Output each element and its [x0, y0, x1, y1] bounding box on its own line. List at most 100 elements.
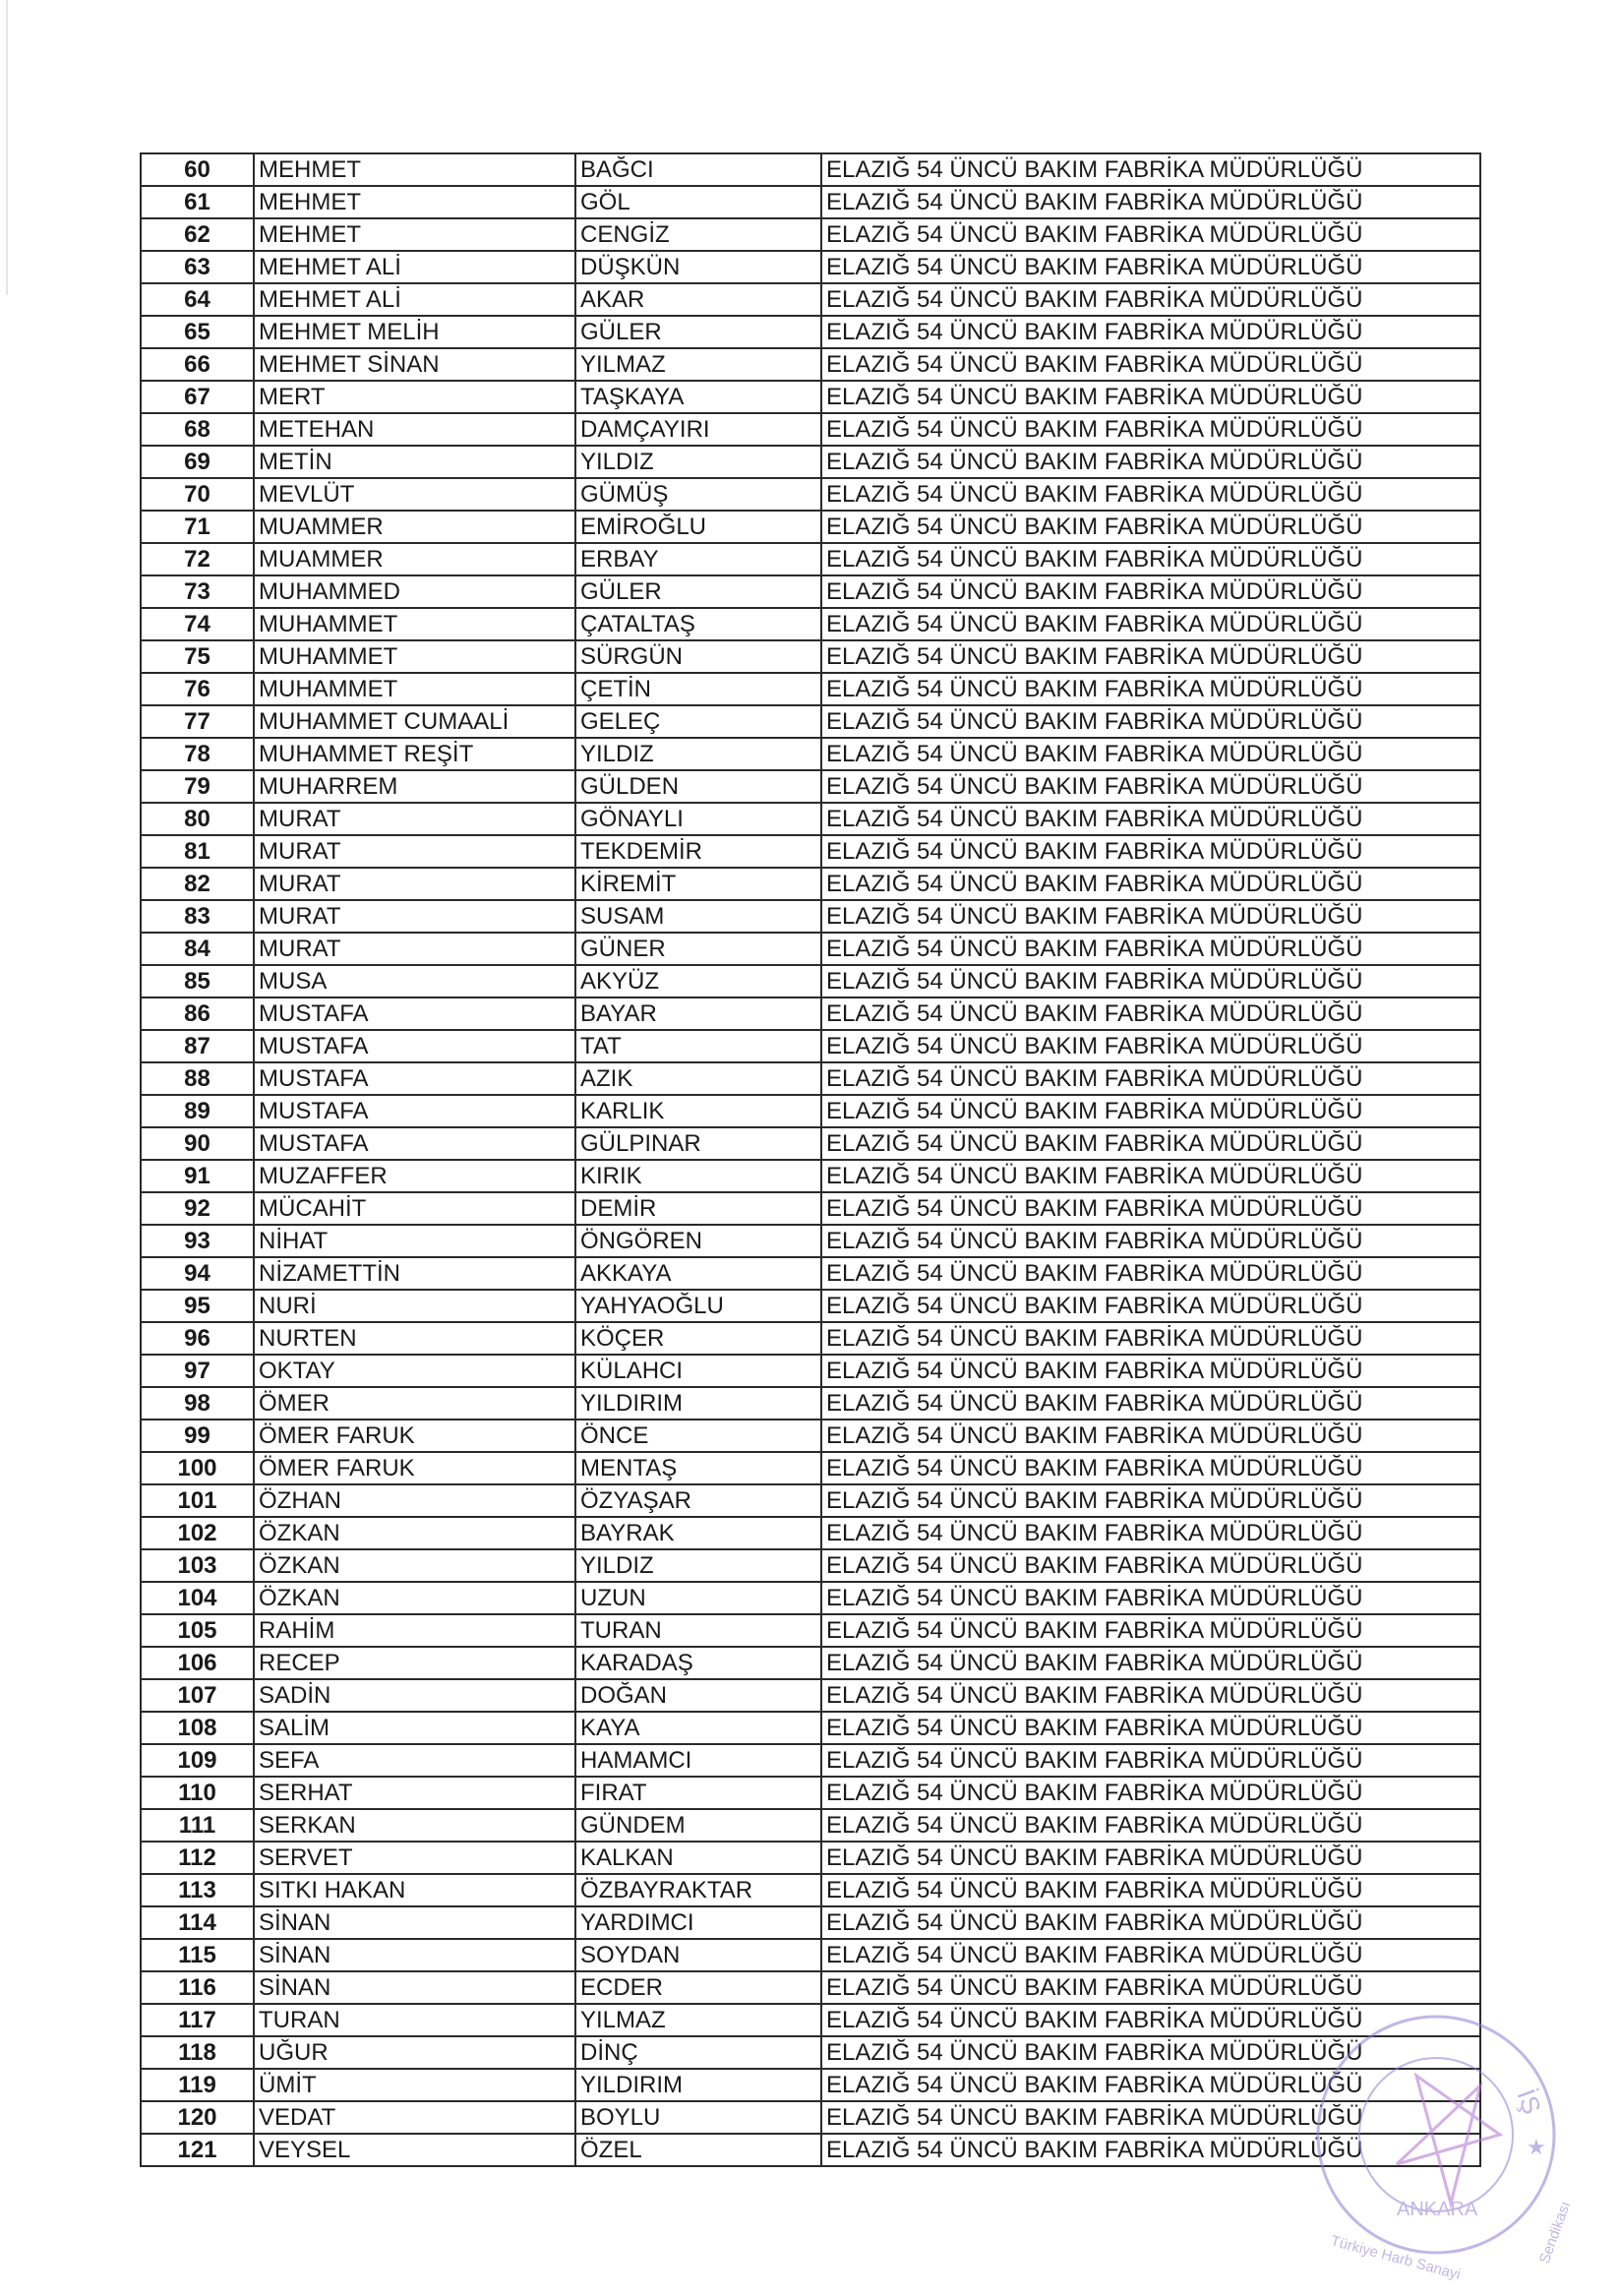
table-row: 81 MURAT TEKDEMİR ELAZIĞ 54 ÜNCÜ BAKIM FABR… — [140, 834, 1481, 869]
table-row: 78 MUHAMMET REŞİT YILDIZ ELAZIĞ 54 ÜNCÜ BAK… — [140, 737, 1481, 771]
row-number: 61 — [140, 185, 255, 219]
unit-cell: ELAZIĞ 54 ÜNCÜ BAKIM FABRİKA MÜDÜRLÜĞÜ — [820, 1386, 1481, 1420]
unit-cell: ELAZIĞ 54 ÜNCÜ BAKIM FABRİKA MÜDÜRLÜĞÜ — [820, 899, 1481, 934]
first-name-cell: MEHMET — [253, 185, 576, 219]
row-number: 106 — [140, 1646, 255, 1680]
unit-cell: ELAZIĞ 54 ÜNCÜ BAKIM FABRİKA MÜDÜRLÜĞÜ — [820, 347, 1481, 382]
scan-edge-artifact — [6, 0, 8, 295]
table-row: 121 VEYSEL ÖZEL ELAZIĞ 54 ÜNCÜ BAKIM FABRİK… — [140, 2133, 1481, 2167]
row-number: 77 — [140, 704, 255, 739]
stamp-center-text: ANKARA — [1397, 2199, 1478, 2220]
table-row: 95 NURİ YAHYAOĞLU ELAZIĞ 54 ÜNCÜ BAKIM FABR… — [140, 1289, 1481, 1323]
last-name-cell: KAYA — [574, 1711, 822, 1745]
last-name-cell: YAHYAOĞLU — [574, 1289, 822, 1323]
row-number: 94 — [140, 1256, 255, 1291]
table-row: 77 MUHAMMET CUMAALİ GELEÇ ELAZIĞ 54 ÜNCÜ BA… — [140, 704, 1481, 739]
row-number: 73 — [140, 574, 255, 609]
last-name-cell: YARDIMCI — [574, 1905, 822, 1940]
unit-cell: ELAZIĞ 54 ÜNCÜ BAKIM FABRİKA MÜDÜRLÜĞÜ — [820, 1613, 1481, 1648]
first-name-cell: SİNAN — [253, 1905, 576, 1940]
table-row: 67 MERT TAŞKAYA ELAZIĞ 54 ÜNCÜ BAKIM FABRİK… — [140, 380, 1481, 414]
table-row: 74 MUHAMMET ÇATALTAŞ ELAZIĞ 54 ÜNCÜ BAKIM F… — [140, 607, 1481, 641]
table-row: 68 METEHAN DAMÇAYIRI ELAZIĞ 54 ÜNCÜ BAKIM F… — [140, 412, 1481, 447]
row-number: 75 — [140, 639, 255, 674]
first-name-cell: ÖMER FARUK — [253, 1419, 576, 1453]
first-name-cell: MUAMMER — [253, 542, 576, 576]
table-row: 94 NİZAMETTİN AKKAYA ELAZIĞ 54 ÜNCÜ BAKIM F… — [140, 1256, 1481, 1291]
unit-cell: ELAZIĞ 54 ÜNCÜ BAKIM FABRİKA MÜDÜRLÜĞÜ — [820, 217, 1481, 252]
last-name-cell: DAMÇAYIRI — [574, 412, 822, 447]
first-name-cell: MURAT — [253, 834, 576, 869]
last-name-cell: FIRAT — [574, 1776, 822, 1810]
table-row: 73 MUHAMMED GÜLER ELAZIĞ 54 ÜNCÜ BAKIM FABR… — [140, 574, 1481, 609]
first-name-cell: TURAN — [253, 2003, 576, 2037]
row-number: 74 — [140, 607, 255, 641]
first-name-cell: NURİ — [253, 1289, 576, 1323]
row-number: 111 — [140, 1808, 255, 1843]
unit-cell: ELAZIĞ 54 ÜNCÜ BAKIM FABRİKA MÜDÜRLÜĞÜ — [820, 1256, 1481, 1291]
first-name-cell: NİZAMETTİN — [253, 1256, 576, 1291]
last-name-cell: TAT — [574, 1029, 822, 1063]
row-number: 82 — [140, 867, 255, 901]
row-number: 98 — [140, 1386, 255, 1420]
first-name-cell: MUSA — [253, 964, 576, 998]
table-row: 115 SİNAN SOYDAN ELAZIĞ 54 ÜNCÜ BAKIM FABRİ… — [140, 1938, 1481, 1972]
last-name-cell: AZIK — [574, 1061, 822, 1096]
table-row: 93 NİHAT ÖNGÖREN ELAZIĞ 54 ÜNCÜ BAKIM FABRİ… — [140, 1224, 1481, 1258]
first-name-cell: OKTAY — [253, 1354, 576, 1388]
first-name-cell: SEFA — [253, 1743, 576, 1778]
unit-cell: ELAZIĞ 54 ÜNCÜ BAKIM FABRİKA MÜDÜRLÜĞÜ — [820, 639, 1481, 674]
table-row: 79 MUHARREM GÜLDEN ELAZIĞ 54 ÜNCÜ BAKIM FAB… — [140, 769, 1481, 804]
unit-cell: ELAZIĞ 54 ÜNCÜ BAKIM FABRİKA MÜDÜRLÜĞÜ — [820, 1159, 1481, 1193]
first-name-cell: SERVET — [253, 1841, 576, 1875]
row-number: 89 — [140, 1094, 255, 1128]
last-name-cell: GÜNER — [574, 932, 822, 966]
unit-cell: ELAZIĞ 54 ÜNCÜ BAKIM FABRİKA MÜDÜRLÜĞÜ — [820, 1061, 1481, 1096]
table-row: 75 MUHAMMET SÜRGÜN ELAZIĞ 54 ÜNCÜ BAKIM FAB… — [140, 639, 1481, 674]
member-list-table: 60 MEHMET BAĞCI ELAZIĞ 54 ÜNCÜ BAKIM FABRİK… — [140, 152, 1481, 2167]
row-number: 115 — [140, 1938, 255, 1972]
unit-cell: ELAZIĞ 54 ÜNCÜ BAKIM FABRİKA MÜDÜRLÜĞÜ — [820, 1483, 1481, 1518]
table-row: 104 ÖZKAN UZUN ELAZIĞ 54 ÜNCÜ BAKIM FABRİKA… — [140, 1581, 1481, 1615]
last-name-cell: TAŞKAYA — [574, 380, 822, 414]
last-name-cell: EMİROĞLU — [574, 510, 822, 544]
unit-cell: ELAZIĞ 54 ÜNCÜ BAKIM FABRİKA MÜDÜRLÜĞÜ — [820, 1451, 1481, 1485]
row-number: 65 — [140, 315, 255, 349]
row-number: 76 — [140, 672, 255, 706]
first-name-cell: SITKI HAKAN — [253, 1873, 576, 1907]
table-row: 90 MUSTAFA GÜLPINAR ELAZIĞ 54 ÜNCÜ BAKIM FA… — [140, 1126, 1481, 1161]
table-row: 108 SALİM KAYA ELAZIĞ 54 ÜNCÜ BAKIM FABRİKA… — [140, 1711, 1481, 1745]
first-name-cell: ÖMER FARUK — [253, 1451, 576, 1485]
unit-cell: ELAZIĞ 54 ÜNCÜ BAKIM FABRİKA MÜDÜRLÜĞÜ — [820, 1970, 1481, 2005]
unit-cell: ELAZIĞ 54 ÜNCÜ BAKIM FABRİKA MÜDÜRLÜĞÜ — [820, 510, 1481, 544]
table-row: 101 ÖZHAN ÖZYAŞAR ELAZIĞ 54 ÜNCÜ BAKIM FABR… — [140, 1483, 1481, 1518]
first-name-cell: MURAT — [253, 802, 576, 836]
last-name-cell: YILDIZ — [574, 1548, 822, 1583]
row-number: 72 — [140, 542, 255, 576]
row-number: 109 — [140, 1743, 255, 1778]
row-number: 80 — [140, 802, 255, 836]
first-name-cell: METEHAN — [253, 412, 576, 447]
stamp-top-text: İŞ — [1511, 2085, 1547, 2118]
table-row: 110 SERHAT FIRAT ELAZIĞ 54 ÜNCÜ BAKIM FABRİ… — [140, 1776, 1481, 1810]
last-name-cell: GÜNDEM — [574, 1808, 822, 1843]
last-name-cell: KİREMİT — [574, 867, 822, 901]
unit-cell: ELAZIĞ 54 ÜNCÜ BAKIM FABRİKA MÜDÜRLÜĞÜ — [820, 1548, 1481, 1583]
last-name-cell: TEKDEMİR — [574, 834, 822, 869]
unit-cell: ELAZIĞ 54 ÜNCÜ BAKIM FABRİKA MÜDÜRLÜĞÜ — [820, 1224, 1481, 1258]
first-name-cell: MUAMMER — [253, 510, 576, 544]
last-name-cell: CENGİZ — [574, 217, 822, 252]
unit-cell: ELAZIĞ 54 ÜNCÜ BAKIM FABRİKA MÜDÜRLÜĞÜ — [820, 607, 1481, 641]
last-name-cell: UZUN — [574, 1581, 822, 1615]
table-row: 89 MUSTAFA KARLIK ELAZIĞ 54 ÜNCÜ BAKIM FABR… — [140, 1094, 1481, 1128]
row-number: 81 — [140, 834, 255, 869]
last-name-cell: DÜŞKÜN — [574, 250, 822, 284]
last-name-cell: DİNÇ — [574, 2035, 822, 2070]
row-number: 117 — [140, 2003, 255, 2037]
row-number: 83 — [140, 899, 255, 934]
last-name-cell: ÇETİN — [574, 672, 822, 706]
first-name-cell: MUHAMMET — [253, 639, 576, 674]
first-name-cell: MUHAMMED — [253, 574, 576, 609]
last-name-cell: MENTAŞ — [574, 1451, 822, 1485]
table-row: 113 SITKI HAKAN ÖZBAYRAKTAR ELAZIĞ 54 ÜNCÜ … — [140, 1873, 1481, 1907]
